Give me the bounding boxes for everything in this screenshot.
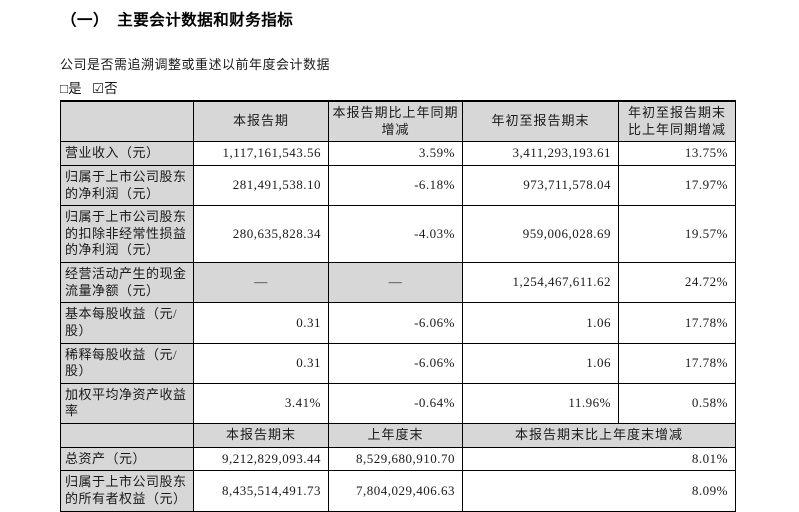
cell-value: 24.72% <box>618 261 736 304</box>
cell-value: 19.57% <box>618 205 736 263</box>
row-label: 营业收入（元） <box>60 141 194 166</box>
cell-value: 8,435,514,491.73 <box>193 470 329 512</box>
cell-value: 9,212,829,093.44 <box>193 446 329 472</box>
table-row: 经营活动产生的现金流量净额（元） — —1,254,467,611.62 24.72% <box>60 261 736 304</box>
table-header-row-period-end: 本报告期末 上年度末 本报告期末比上年度末增减 <box>60 423 736 448</box>
column-header: 本报告期末比上年度末增减 <box>462 423 736 448</box>
cell-value: -4.03% <box>328 205 463 263</box>
cell-value: 3.59% <box>328 141 463 166</box>
table-row: 基本每股收益（元/股） 0.31 -6.06% 1.06 17.78% <box>60 302 736 344</box>
cell-value: 13.75% <box>618 141 736 166</box>
row-label: 稀释每股收益（元/股） <box>60 342 194 384</box>
table-header-row-period: 本报告期 本报告期比上年同期增减 年初至报告期末 年初至报告期末比上年同期增减 <box>60 100 736 143</box>
cell-value: 1.06 <box>462 342 619 384</box>
table-row: 归属于上市公司股东的所有者权益（元） 8,435,514,491.73 7,804,… <box>60 470 736 512</box>
cell-value: 1,117,161,543.56 <box>193 141 329 166</box>
restatement-question: 公司是否需追溯调整或重述以前年度会计数据 <box>60 57 331 72</box>
checked-checkbox-icon: ☑ <box>92 81 105 96</box>
row-label: 基本每股收益（元/股） <box>60 302 194 344</box>
cell-value: 959,006,028.69 <box>462 205 619 263</box>
column-header: 年初至报告期末 <box>462 100 619 143</box>
table-row: 总资产（元） 9,212,829,093.44 8,529,680,910.70 8.… <box>60 446 736 472</box>
section-title: （一） 主要会计数据和财务指标 <box>61 12 294 29</box>
row-label: 经营活动产生的现金流量净额（元） <box>60 261 194 304</box>
unchecked-checkbox-icon: □ <box>60 81 69 96</box>
column-header: 本报告期 <box>193 100 329 143</box>
row-label: 总资产（元） <box>60 446 194 472</box>
column-header: 本报告期末 <box>193 423 329 448</box>
cell-value: 8,529,680,910.70 <box>328 446 463 472</box>
column-header: 上年度末 <box>328 423 463 448</box>
cell-value: -6.18% <box>328 164 463 207</box>
cell-value: 0.31 <box>193 342 329 384</box>
table-row: 稀释每股收益（元/股） 0.31 -6.06% 1.06 17.78% <box>60 342 736 384</box>
table-row: 加权平均净资产收益率 3.41% -0.64% 11.96% 0.58% <box>60 382 736 425</box>
financial-indicators-table: 本报告期 本报告期比上年同期增减 年初至报告期末 年初至报告期末比上年同期增减 营业收入… <box>60 100 736 512</box>
row-label: 加权平均净资产收益率 <box>60 382 194 425</box>
cell-value: -6.06% <box>328 302 463 344</box>
cell-value: 8.09% <box>462 470 736 512</box>
cell-value: 7,804,029,406.63 <box>328 470 463 512</box>
table-row: 归属于上市公司股东的扣除非经常性损益的净利润（元） 280,635,828.34-… <box>60 205 736 263</box>
column-header <box>60 423 194 448</box>
cell-value: 1.06 <box>462 302 619 344</box>
cell-value: 11.96% <box>462 382 619 425</box>
row-label: 归属于上市公司股东的扣除非经常性损益的净利润（元） <box>60 205 194 263</box>
cell-value: 281,491,538.10 <box>193 164 329 207</box>
cell-value: 0.58% <box>618 382 736 425</box>
cell-value: 3,411,293,193.61 <box>462 141 619 166</box>
cell-value: -0.64% <box>328 382 463 425</box>
option-no-label: 否 <box>104 81 118 96</box>
option-yes: □是 <box>60 81 82 96</box>
row-label: 归属于上市公司股东的所有者权益（元） <box>60 470 194 512</box>
cell-value: 8.01% <box>462 446 736 472</box>
cell-value: 1,254,467,611.62 <box>462 261 619 304</box>
row-label: 归属于上市公司股东的净利润（元） <box>60 164 194 207</box>
column-header: 年初至报告期末比上年同期增减 <box>618 100 736 143</box>
cell-value: 17.97% <box>618 164 736 207</box>
cell-value: 973,711,578.04 <box>462 164 619 207</box>
cell-value: 3.41% <box>193 382 329 425</box>
cell-value: — <box>193 261 329 304</box>
column-header <box>60 100 194 143</box>
table-row: 归属于上市公司股东的净利润（元） 281,491,538.10 -6.18% 973,… <box>60 164 736 207</box>
option-yes-label: 是 <box>68 81 82 96</box>
cell-value: 17.78% <box>618 342 736 384</box>
cell-value: 0.31 <box>193 302 329 344</box>
restatement-options: □是 ☑否 <box>60 77 118 97</box>
option-no: ☑否 <box>92 81 118 96</box>
table-row: 营业收入（元） 1,117,161,543.56 3.59% 3,411,293,19… <box>60 141 736 166</box>
report-page: （一） 主要会计数据和财务指标 公司是否需追溯调整或重述以前年度会计数据 □是 … <box>60 12 736 512</box>
cell-value: -6.06% <box>328 342 463 384</box>
cell-value: 17.78% <box>618 302 736 344</box>
cell-value: — <box>328 261 463 304</box>
cell-value: 280,635,828.34 <box>193 205 329 263</box>
column-header: 本报告期比上年同期增减 <box>328 100 463 143</box>
